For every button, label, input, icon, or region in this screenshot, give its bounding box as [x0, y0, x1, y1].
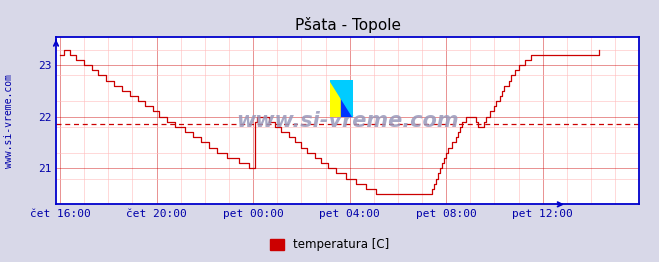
Text: www.si-vreme.com: www.si-vreme.com [237, 111, 459, 130]
Polygon shape [330, 80, 353, 117]
Bar [341, 80, 353, 117]
Legend: temperatura [C]: temperatura [C] [265, 234, 394, 256]
Bar [330, 80, 341, 117]
Title: Pšata - Topole: Pšata - Topole [295, 17, 401, 33]
Text: www.si-vreme.com: www.si-vreme.com [3, 74, 14, 167]
